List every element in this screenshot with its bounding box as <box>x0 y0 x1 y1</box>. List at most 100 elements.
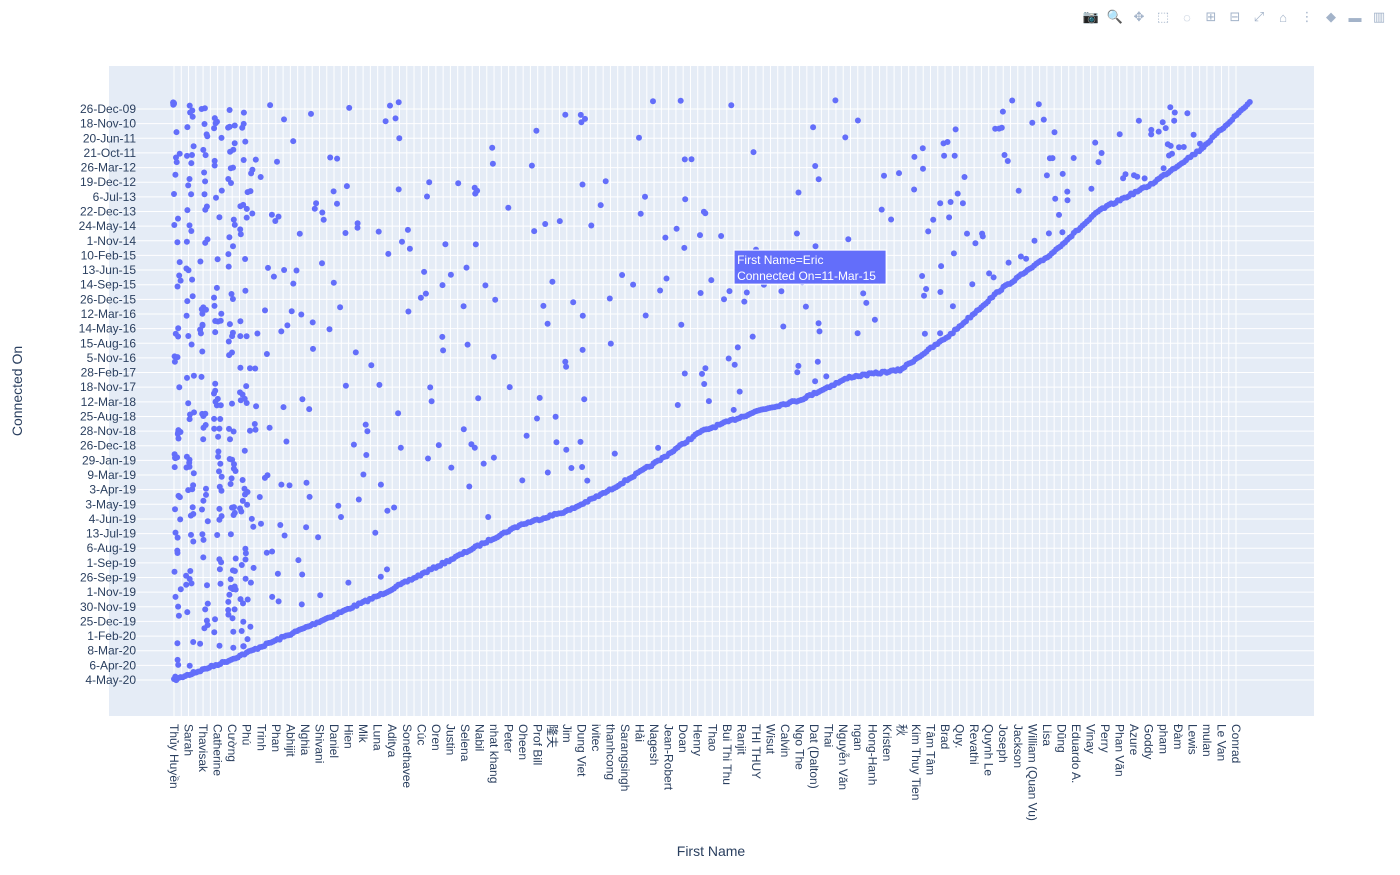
data-point[interactable] <box>1092 139 1099 146</box>
data-point[interactable] <box>186 222 193 229</box>
data-point[interactable] <box>197 640 204 647</box>
data-point[interactable] <box>177 277 184 284</box>
data-point[interactable] <box>281 267 288 273</box>
data-point[interactable] <box>682 196 689 203</box>
data-point[interactable] <box>214 118 220 125</box>
data-point[interactable] <box>718 233 725 239</box>
data-point[interactable] <box>619 272 626 278</box>
data-point[interactable] <box>184 124 191 131</box>
data-point[interactable] <box>241 447 248 454</box>
data-point[interactable] <box>199 310 206 317</box>
data-point[interactable] <box>303 479 310 486</box>
data-point[interactable] <box>795 362 802 369</box>
data-point[interactable] <box>705 398 712 405</box>
data-point[interactable] <box>482 282 489 289</box>
data-point[interactable] <box>230 628 237 635</box>
data-point[interactable] <box>170 99 177 106</box>
data-point[interactable] <box>237 397 244 404</box>
data-point[interactable] <box>563 363 570 370</box>
data-point[interactable] <box>581 396 588 403</box>
data-point[interactable] <box>230 644 237 651</box>
data-point[interactable] <box>337 304 344 311</box>
data-point[interactable] <box>240 643 247 650</box>
data-point[interactable] <box>417 294 424 301</box>
data-point[interactable] <box>228 291 235 297</box>
data-point[interactable] <box>563 446 570 453</box>
data-point[interactable] <box>750 149 757 156</box>
data-point[interactable] <box>697 290 704 296</box>
data-point[interactable] <box>229 333 236 340</box>
data-point[interactable] <box>275 598 282 605</box>
data-point[interactable] <box>237 364 244 371</box>
data-point[interactable] <box>611 450 618 457</box>
zoom-in-icon[interactable]: ⊞ <box>1205 9 1217 24</box>
data-point[interactable] <box>171 358 178 365</box>
data-point[interactable] <box>237 318 244 325</box>
data-point[interactable] <box>211 125 218 132</box>
data-point[interactable] <box>354 220 361 227</box>
data-point[interactable] <box>218 559 225 566</box>
data-point[interactable] <box>175 325 182 332</box>
data-point[interactable] <box>299 571 306 578</box>
data-point[interactable] <box>199 348 206 355</box>
data-point[interactable] <box>802 303 809 310</box>
data-point[interactable] <box>343 183 350 190</box>
data-point[interactable] <box>951 152 958 159</box>
data-point[interactable] <box>1088 185 1095 192</box>
data-point[interactable] <box>1040 116 1047 123</box>
data-point[interactable] <box>475 395 482 402</box>
data-point[interactable] <box>384 566 390 573</box>
data-point[interactable] <box>231 504 237 511</box>
data-point[interactable] <box>186 459 193 466</box>
data-point[interactable] <box>227 436 233 443</box>
data-point[interactable] <box>700 208 707 215</box>
data-point[interactable] <box>185 400 192 407</box>
data-point[interactable] <box>212 380 219 387</box>
data-point[interactable] <box>242 550 249 557</box>
data-point[interactable] <box>556 218 563 225</box>
data-point[interactable] <box>190 538 197 545</box>
data-point[interactable] <box>243 333 250 340</box>
data-point[interactable] <box>239 477 246 483</box>
data-point[interactable] <box>177 429 184 435</box>
data-point[interactable] <box>570 299 577 306</box>
data-point[interactable] <box>311 205 318 212</box>
data-point[interactable] <box>399 238 405 245</box>
data-point[interactable] <box>265 264 271 271</box>
data-point[interactable] <box>920 165 926 172</box>
data-point[interactable] <box>226 321 233 328</box>
data-point[interactable] <box>256 494 263 500</box>
data-point[interactable] <box>231 568 238 574</box>
data-point[interactable] <box>878 206 885 213</box>
data-point[interactable] <box>186 102 193 109</box>
data-point[interactable] <box>308 110 314 117</box>
data-point[interactable] <box>267 102 274 109</box>
data-point[interactable] <box>794 369 801 376</box>
data-point[interactable] <box>1056 211 1062 218</box>
data-point[interactable] <box>230 243 236 250</box>
data-point[interactable] <box>230 216 237 223</box>
data-point[interactable] <box>471 184 478 191</box>
data-point[interactable] <box>183 572 190 579</box>
data-point[interactable] <box>252 426 259 433</box>
data-point[interactable] <box>204 518 211 525</box>
data-point[interactable] <box>174 239 181 246</box>
data-point[interactable] <box>200 146 207 153</box>
data-point[interactable] <box>823 373 830 380</box>
data-point[interactable] <box>239 497 246 504</box>
data-point[interactable] <box>201 625 208 632</box>
data-point[interactable] <box>553 439 560 446</box>
data-point[interactable] <box>171 568 178 575</box>
data-point[interactable] <box>552 413 559 420</box>
data-point[interactable] <box>523 432 530 439</box>
data-point[interactable] <box>204 582 210 589</box>
data-point[interactable] <box>184 152 190 159</box>
data-point[interactable] <box>215 448 222 455</box>
data-point[interactable] <box>363 452 370 458</box>
data-point[interactable] <box>1166 152 1172 159</box>
data-point[interactable] <box>940 140 947 147</box>
data-point[interactable] <box>184 609 191 616</box>
zoom-out-icon[interactable]: ⊟ <box>1229 9 1241 24</box>
data-point[interactable] <box>227 481 234 487</box>
data-point[interactable] <box>1064 197 1071 204</box>
